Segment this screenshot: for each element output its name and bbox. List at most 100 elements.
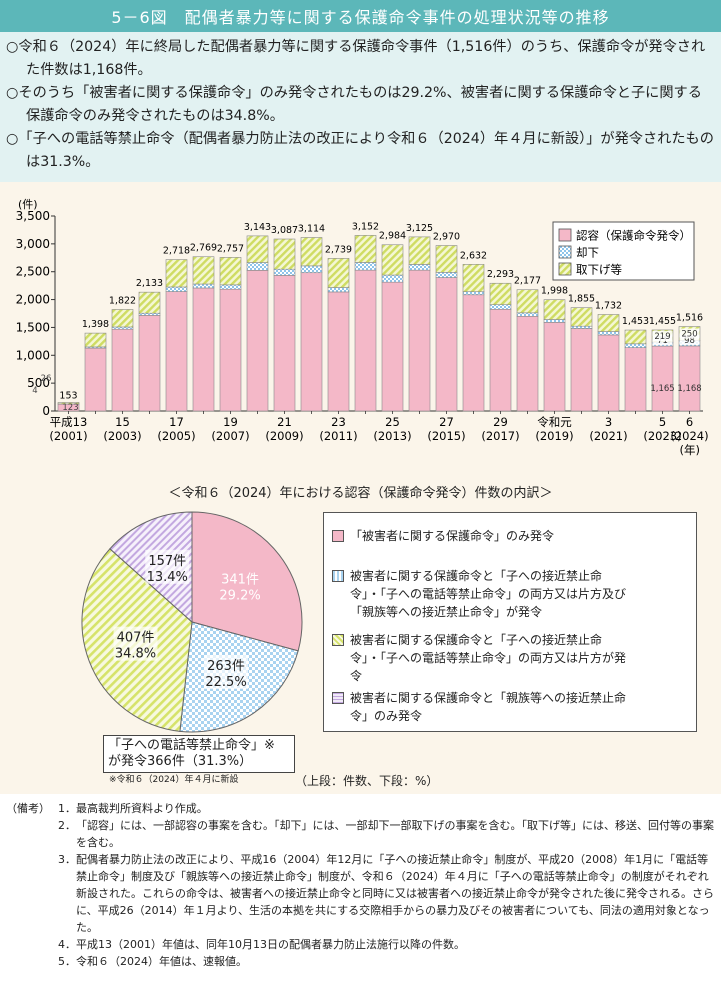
pie-percent-label: 29.2% bbox=[219, 588, 260, 603]
note-text: 平成13（2001）年値は、同年10月13日の配偶者暴力防止法施行以降の件数。 bbox=[76, 938, 465, 951]
note-number: 1． bbox=[58, 802, 76, 815]
bar-segment-withdrawn bbox=[570, 307, 593, 327]
bar-segment-granted bbox=[111, 328, 134, 412]
x-tick-label: (2007) bbox=[211, 429, 249, 443]
bar-total-label: 1,453 bbox=[622, 316, 649, 327]
bar-segment-withdrawn bbox=[624, 329, 647, 345]
legend-label: 被害者に関する保護命令と「親族等への接近禁止命令」のみ発令 bbox=[350, 691, 627, 723]
note-row: 5． 令和６（2024）年値は、速報値。 bbox=[6, 953, 718, 970]
bar-total-label: 2,769 bbox=[190, 243, 217, 254]
bar-segment-dismissed bbox=[192, 283, 215, 289]
pie-legend-item: 被害者に関する保護命令と「子への接近禁止命令」・「子への電話等禁止命令」の両方又… bbox=[332, 631, 632, 685]
legend-swatch bbox=[558, 228, 572, 242]
bar-segment-granted bbox=[570, 328, 593, 412]
x-tick-label: 15 bbox=[115, 415, 130, 429]
x-tick-label: 29 bbox=[493, 415, 508, 429]
bar-segment-withdrawn bbox=[300, 237, 323, 267]
x-tick-label: (2017) bbox=[481, 429, 519, 443]
x-tick-label: (2003) bbox=[103, 429, 141, 443]
segment-label: 1,168 bbox=[677, 384, 701, 394]
legend-swatch-yellow-stripe bbox=[332, 634, 344, 646]
pie-percent-label: 34.8% bbox=[115, 647, 156, 662]
bar-segment-withdrawn bbox=[354, 235, 377, 263]
legend-label: 「被害者に関する保護命令」のみ発令 bbox=[350, 529, 555, 543]
segment-label: 98 bbox=[684, 336, 695, 346]
bar-chart: (件)3,5003,0002,5002,0001,5001,0005000153… bbox=[16, 198, 709, 457]
bar-segment-dismissed bbox=[381, 274, 404, 283]
bar-segment-granted bbox=[597, 334, 620, 412]
bar-segment-dismissed bbox=[138, 312, 161, 316]
bar-segment-dismissed bbox=[246, 262, 269, 271]
figure-title: 5－6図 配偶者暴力等に関する保護命令事件の処理状況等の推移 bbox=[0, 0, 721, 32]
note-number: 3． bbox=[58, 853, 76, 866]
bar-segment-withdrawn bbox=[381, 244, 404, 276]
bar-segment-granted bbox=[516, 315, 539, 412]
bar-total-label: 3,114 bbox=[298, 224, 325, 235]
bar-total-label: 2,133 bbox=[136, 278, 163, 289]
x-tick-label: (2015) bbox=[427, 429, 465, 443]
bar-segment-dismissed bbox=[165, 286, 188, 292]
legend-swatch bbox=[558, 245, 572, 259]
bar-total-label: 1,455 bbox=[649, 316, 676, 327]
legend-swatch bbox=[558, 262, 572, 276]
x-tick-label: 23 bbox=[331, 415, 346, 429]
pie-legend-item: 被害者に関する保護命令と「子への接近禁止命令」・「子への電話等禁止命令」の両方又… bbox=[332, 567, 632, 621]
y-tick-label: 0 bbox=[42, 404, 50, 418]
bar-segment-dismissed bbox=[516, 312, 539, 317]
bar-segment-withdrawn bbox=[246, 235, 269, 263]
bar-total-label: 2,970 bbox=[433, 232, 460, 243]
x-tick-label: 令和元 bbox=[537, 415, 572, 429]
pie-count-label: 341件 bbox=[221, 572, 259, 587]
y-tick-label: 3,000 bbox=[16, 237, 50, 251]
pie-slice bbox=[191, 511, 303, 652]
unit-note: （上段：件数、下段：%） bbox=[295, 774, 439, 788]
bar-segment-granted bbox=[300, 272, 323, 412]
pie-legend-item: 被害者に関する保護命令と「親族等への接近禁止命令」のみ発令 bbox=[332, 689, 632, 725]
pie-legend-item: 「被害者に関する保護命令」のみ発令 bbox=[332, 527, 554, 545]
pie-title: ＜令和６（2024）年における認容（保護命令発令）件数の内訳＞ bbox=[168, 486, 553, 501]
pie-count-label: 157件 bbox=[148, 554, 186, 569]
y-tick-label: 1,000 bbox=[16, 348, 50, 362]
x-tick-label: 平成13 bbox=[50, 415, 88, 429]
note-text: 令和６（2024）年値は、速報値。 bbox=[76, 955, 247, 968]
x-tick-label: (2019) bbox=[535, 429, 573, 443]
x-tick-label: (2009) bbox=[265, 429, 303, 443]
summary-line: ○令和６（2024）年に終局した配偶者暴力等に関する保護命令事件（1,516件）… bbox=[6, 39, 706, 78]
bar-segment-dismissed bbox=[570, 325, 593, 329]
callout-box: 「子への電話等禁止命令」※ が発令366件（31.3%） bbox=[103, 735, 295, 773]
callout-line: 「子への電話等禁止命令」※ bbox=[108, 738, 275, 753]
summary-line: ○「子への電話等禁止命令（配偶者暴力防止法の改正により令和６（2024）年４月に… bbox=[6, 131, 714, 170]
x-tick-label: 5 bbox=[659, 415, 666, 429]
note-text: 「認容」には、一部認容の事案を含む。「却下」には、一部却下一部取下げの事案を含む… bbox=[76, 819, 714, 849]
legend-label: 却下 bbox=[576, 246, 599, 260]
y-axis-label: (件) bbox=[18, 198, 38, 211]
bar-segment-withdrawn bbox=[273, 238, 296, 270]
bar-segment-withdrawn bbox=[111, 309, 134, 328]
y-tick-label: 500 bbox=[27, 376, 50, 390]
legend-swatch-pink bbox=[332, 530, 344, 542]
bar-segment-dismissed bbox=[489, 304, 512, 310]
bar-segment-granted bbox=[678, 345, 701, 412]
x-tick-label: 19 bbox=[223, 415, 238, 429]
x-axis-unit: (年) bbox=[680, 443, 700, 457]
bar-total-label: 3,143 bbox=[244, 222, 271, 233]
bar-total-label: 2,757 bbox=[217, 243, 244, 254]
bar-segment-dismissed bbox=[273, 268, 296, 276]
bar-total-label: 2,718 bbox=[163, 246, 190, 257]
bar-segment-granted bbox=[624, 347, 647, 412]
note-text: 最高裁判所資料より作成。 bbox=[76, 802, 208, 815]
bar-total-label: 3,125 bbox=[406, 223, 433, 234]
bar-total-label: 2,293 bbox=[487, 269, 514, 280]
bar-segment-granted bbox=[489, 308, 512, 412]
bar-segment-granted bbox=[138, 315, 161, 412]
pie-count-label: 407件 bbox=[117, 631, 155, 646]
legend-label: 認容（保護命令発令） bbox=[576, 229, 691, 243]
callout-note: ※令和６（2024）年４月に新設 bbox=[109, 775, 239, 785]
bar-segment-granted bbox=[327, 291, 350, 412]
bar-segment-granted bbox=[435, 277, 458, 412]
bar-total-label: 2,739 bbox=[325, 244, 352, 255]
legend-label: 取下げ等 bbox=[576, 263, 622, 277]
bar-segment-withdrawn bbox=[192, 256, 215, 285]
y-tick-label: 2,000 bbox=[16, 293, 50, 307]
bar-total-label: 2,632 bbox=[460, 250, 487, 261]
